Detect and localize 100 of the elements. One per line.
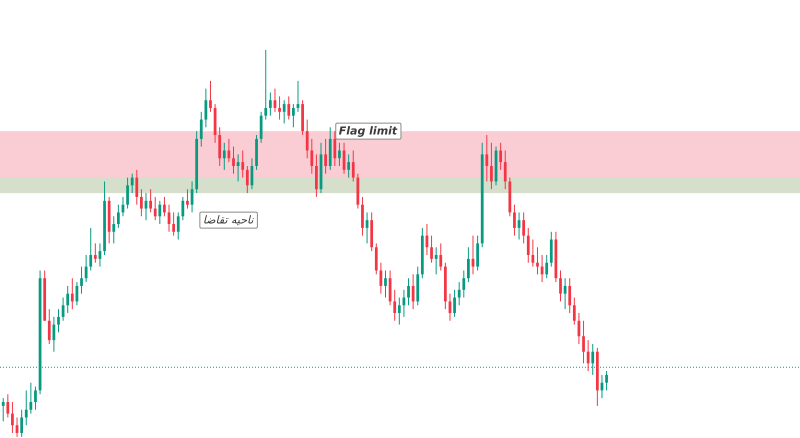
candlestick [430,235,433,264]
candlestick [6,394,10,418]
candlestick [278,96,281,120]
candlestick [222,142,226,170]
candlestick [578,312,580,344]
candlestick [287,96,290,120]
candlestick [241,150,244,178]
band-label: Flag limit [338,124,398,138]
candlestick [315,154,318,198]
candlestick [80,266,83,294]
candlestick [29,382,32,414]
candlestick [526,227,530,264]
candlestick [130,173,134,194]
candlestick [70,278,74,310]
candlestick [144,192,148,221]
candlestick [84,254,88,283]
candlestick [393,289,396,322]
candlestick [434,246,438,275]
candlestick [154,196,157,221]
candlestick [518,212,520,240]
candlestick [181,196,184,221]
candlestick [439,242,442,271]
candlestick [545,254,548,279]
candlestick [388,270,392,306]
candlestick [324,138,327,174]
candlestick [163,196,166,217]
candlestick [116,204,120,228]
candlestick [126,177,129,210]
candlestick [384,270,387,298]
candlestick [292,104,295,128]
candlestick [366,212,368,244]
candlestick [158,200,162,225]
candlestick [559,270,562,302]
candlestick [374,242,378,275]
candlestick [333,130,336,166]
candlestick [568,278,572,314]
candlestick [564,278,566,310]
candlestick [499,142,502,170]
candlestick [228,138,230,163]
candlestick [522,212,526,244]
candlestick [572,297,576,326]
candlestick [66,285,70,314]
candlestick [94,242,97,264]
candlestick [361,196,364,236]
candlestick [89,227,92,271]
candlestick [2,398,5,422]
candlestick [485,134,488,182]
candlestick [260,111,263,144]
candlestick [412,274,415,310]
candlestick [407,278,410,306]
candlestick [246,165,249,194]
candlestick [476,235,479,271]
candlestick [462,270,466,298]
candlestick [20,409,24,438]
candlestick [605,370,608,391]
candlestick [52,316,56,352]
candlestick [282,100,286,124]
candlestick [122,196,124,217]
candlestick [586,340,590,372]
candlestick [62,297,64,322]
candlestick [76,282,78,306]
candlestick [472,235,474,275]
candlestick [531,239,534,268]
candlestick [536,246,539,275]
candlestick [338,142,341,166]
candlestick [448,293,452,322]
candlestick [453,289,456,318]
candlestick [268,92,272,116]
candlestick [112,216,116,244]
candlestick [176,212,180,240]
candlestick [200,111,203,148]
candlestick [310,138,314,174]
candlestick [402,289,406,318]
candlestick [16,416,18,438]
candlestick [98,242,102,268]
candlestick [540,254,544,283]
candlestick [380,262,382,294]
band-label: ناحیه تقاضا [202,214,254,227]
candlestick [11,402,14,434]
candlestick [347,154,350,178]
candlestick [140,188,143,217]
candlestick [186,188,189,210]
candlestick [168,204,170,232]
candlestick [209,80,212,112]
candlestick [218,126,222,166]
candlestick [204,88,208,128]
candlestick [190,180,194,213]
candlestick [513,204,516,236]
candlestick [232,146,235,174]
candlestick [467,246,470,283]
candlestick [57,308,60,333]
candlestick [600,374,604,399]
candlestick [504,150,507,190]
candlestick [172,212,176,236]
candlestick [490,142,493,190]
candlestick [34,386,37,410]
candlestick [426,224,428,256]
candlestick [274,88,276,112]
candlestick [250,158,254,190]
candlestick [296,80,300,112]
